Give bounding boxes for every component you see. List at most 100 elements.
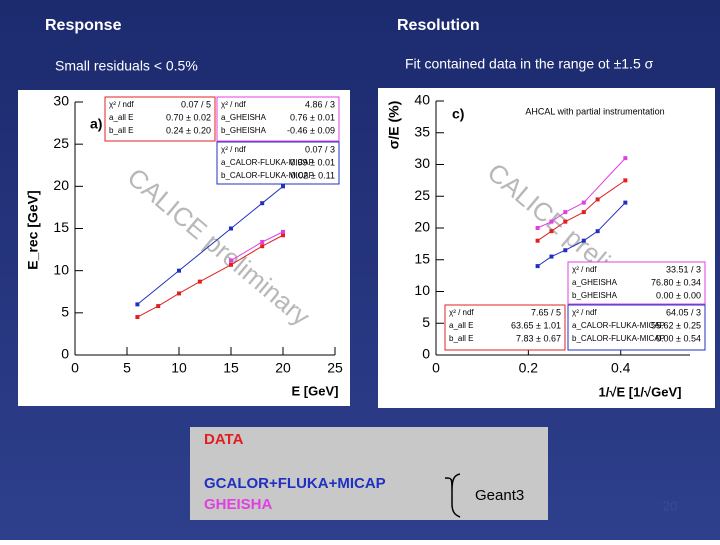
stats-label: a_GHEISHA: [572, 278, 618, 287]
y-tick-label: 20: [53, 177, 69, 193]
data-point: [549, 254, 554, 259]
stats-value: 0.00 ± 0.00: [656, 290, 701, 300]
stats-value: -0.46 ± 0.09: [287, 125, 335, 135]
data-point: [549, 229, 554, 234]
x-tick-label: 25: [327, 360, 343, 376]
stats-box: [104, 96, 216, 142]
data-point: [563, 248, 568, 253]
stats-value: 64.05 / 3: [666, 307, 701, 317]
stats-value: 4.86 / 3: [305, 99, 335, 109]
y-tick-label: 10: [53, 261, 69, 277]
stats-label: a_all E: [109, 113, 133, 122]
stats-label: a_CALOR-FLUKA-MICAP: [221, 158, 314, 167]
data-point: [260, 201, 265, 206]
legend-entry: GCALOR+FLUKA+MICAP: [204, 475, 386, 492]
legend-box: [190, 427, 548, 520]
y-axis-label: E_rec [GeV]: [25, 190, 41, 269]
stats-label: a_GHEISHA: [221, 113, 267, 122]
stats-box: [216, 141, 340, 185]
right-title: Resolution: [397, 17, 480, 34]
data-point: [581, 200, 586, 205]
data-point: [260, 244, 265, 249]
stats-label: χ² / ndf: [109, 100, 134, 109]
stats-value: 7.65 / 5: [531, 307, 561, 317]
data-point: [177, 291, 181, 296]
panel-label: c): [452, 106, 464, 122]
data-point: [535, 264, 540, 269]
x-axis-label: 1/√E [1/√GeV]: [599, 384, 682, 399]
stats-label: b_all E: [449, 334, 473, 343]
x-tick-label: 5: [123, 360, 131, 376]
stats-box: [216, 96, 340, 142]
data-point: [229, 262, 233, 267]
stats-label: χ² / ndf: [449, 308, 474, 317]
y-tick-label: 20: [414, 219, 430, 235]
data-point: [563, 210, 568, 215]
y-tick-label: 5: [422, 314, 430, 330]
stats-label: χ² / ndf: [221, 100, 246, 109]
geant3-label: Geant3: [475, 487, 524, 504]
data-point: [535, 238, 540, 243]
y-tick-label: 35: [414, 123, 430, 139]
data-point: [281, 184, 285, 189]
plot-title: AHCAL with partial instrumentation: [525, 106, 664, 116]
y-tick-label: 5: [61, 304, 69, 320]
data-point: [197, 279, 202, 284]
data-point: [281, 229, 285, 234]
stats-value: 0.07 / 5: [181, 99, 211, 109]
stats-value: 0.70 ± 0.02: [166, 112, 211, 122]
legend-entry: DATA: [204, 431, 244, 448]
y-axis-label: σ/E (%): [386, 101, 402, 149]
data-point: [177, 268, 181, 273]
left-subtitle: Small residuals < 0.5%: [55, 58, 198, 74]
data-point: [623, 200, 628, 205]
data-point: [260, 239, 265, 244]
brace: [444, 473, 461, 518]
right-subtitle: Fit contained data in the range ot ±1.5 …: [405, 56, 654, 72]
data-point: [281, 233, 285, 238]
data-point: [549, 219, 554, 224]
y-tick-label: 25: [53, 135, 69, 151]
y-tick-label: 30: [414, 155, 430, 171]
data-point: [563, 219, 568, 224]
data-point: [535, 226, 540, 230]
y-tick-label: 40: [414, 92, 430, 108]
x-tick-label: 0: [432, 360, 440, 376]
data-point: [135, 315, 140, 320]
data-point: [135, 302, 140, 307]
stats-value: 7.83 ± 0.67: [516, 333, 561, 343]
stats-value: 0.99 ± 0.01: [290, 157, 335, 167]
x-tick-label: 10: [171, 360, 187, 376]
stats-value: 76.80 ± 0.34: [651, 277, 701, 287]
stats-value: 0.07 / 3: [305, 144, 335, 154]
y-tick-label: 25: [414, 187, 430, 203]
y-tick-label: 0: [61, 346, 69, 362]
stats-box: [567, 261, 706, 305]
data-point: [623, 178, 628, 183]
series-line: [537, 202, 626, 267]
y-tick-label: 15: [414, 250, 430, 266]
data-point: [623, 156, 628, 161]
x-axis-label: E [GeV]: [292, 383, 339, 398]
data-point: [229, 258, 233, 263]
panel-label: a): [90, 116, 102, 132]
stats-box: [444, 304, 566, 351]
stats-box: [567, 304, 706, 351]
y-tick-label: 10: [414, 282, 430, 298]
legend-entry: GHEISHA: [204, 496, 273, 513]
data-point: [229, 226, 233, 231]
x-tick-label: 0.4: [611, 360, 631, 376]
data-point: [156, 304, 161, 309]
stats-value: 0.24 ± 0.20: [166, 125, 211, 135]
y-tick-label: 15: [53, 219, 69, 235]
stats-label: a_all E: [449, 321, 473, 330]
data-point: [595, 197, 600, 202]
y-tick-label: 0: [422, 346, 430, 362]
stats-label: b_CALOR-FLUKA-MICAP: [572, 334, 665, 343]
stats-value: 33.51 / 3: [666, 264, 701, 274]
stats-label: χ² / ndf: [221, 145, 246, 154]
stats-value: 0.76 ± 0.01: [290, 112, 335, 122]
stats-label: b_all E: [109, 126, 133, 135]
